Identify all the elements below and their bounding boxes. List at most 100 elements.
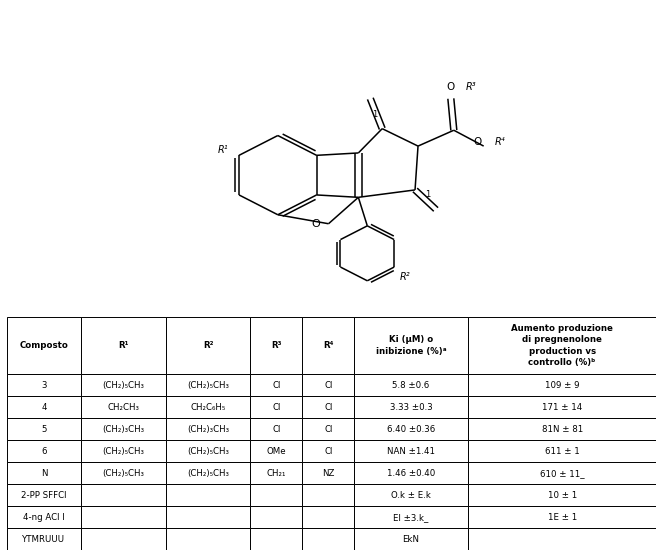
- Bar: [354, 462, 468, 484]
- Bar: [468, 462, 656, 484]
- Text: 3: 3: [41, 381, 46, 390]
- Text: 3.33 ±0.3: 3.33 ±0.3: [390, 403, 432, 411]
- Bar: [251, 396, 302, 418]
- Bar: [468, 418, 656, 440]
- Text: 1: 1: [426, 190, 431, 199]
- Bar: [302, 462, 354, 484]
- Text: (CH₂)₃CH₃: (CH₂)₃CH₃: [103, 425, 145, 434]
- Text: R²: R²: [203, 341, 213, 350]
- Text: 611 ± 1: 611 ± 1: [545, 447, 579, 456]
- Bar: [251, 374, 302, 396]
- Bar: [251, 440, 302, 462]
- Text: 1.46 ±0.40: 1.46 ±0.40: [387, 469, 435, 478]
- Bar: [251, 507, 302, 528]
- Text: YTMRUUU: YTMRUUU: [23, 535, 66, 544]
- Bar: [166, 317, 250, 374]
- Text: Cl: Cl: [324, 447, 332, 456]
- Bar: [354, 418, 468, 440]
- Text: Cl: Cl: [272, 425, 280, 434]
- Bar: [82, 462, 166, 484]
- Bar: [468, 528, 656, 550]
- Text: O: O: [473, 137, 481, 147]
- Text: Aumento produzione
di pregnenolone
production vs
controllo (%)ᵇ: Aumento produzione di pregnenolone produ…: [511, 324, 613, 366]
- Bar: [354, 396, 468, 418]
- Text: (CH₂)₅CH₃: (CH₂)₅CH₃: [103, 381, 145, 390]
- Text: NZ: NZ: [322, 469, 334, 478]
- Text: 6: 6: [41, 447, 46, 456]
- Bar: [82, 440, 166, 462]
- Bar: [468, 396, 656, 418]
- Text: 171 ± 14: 171 ± 14: [542, 403, 582, 411]
- Bar: [468, 374, 656, 396]
- Bar: [82, 528, 166, 550]
- Text: NAN ±1.41: NAN ±1.41: [387, 447, 435, 456]
- Bar: [166, 396, 250, 418]
- Text: 81N ± 81: 81N ± 81: [542, 425, 583, 434]
- Text: O.k ± E.k: O.k ± E.k: [391, 491, 431, 500]
- Bar: [166, 374, 250, 396]
- Text: 4: 4: [41, 403, 46, 411]
- Text: Ki (μM) o
inibizione (%)ᵃ: Ki (μM) o inibizione (%)ᵃ: [376, 335, 446, 356]
- Text: Composto: Composto: [19, 341, 68, 350]
- Text: R⁴: R⁴: [323, 341, 333, 350]
- Bar: [82, 374, 166, 396]
- Text: R⁴: R⁴: [495, 137, 505, 147]
- Text: 5: 5: [41, 425, 46, 434]
- Bar: [354, 317, 468, 374]
- Text: Cl: Cl: [272, 403, 280, 411]
- Text: (CH₂)₅CH₃: (CH₂)₅CH₃: [187, 447, 229, 456]
- Bar: [251, 484, 302, 507]
- Bar: [468, 507, 656, 528]
- Text: O: O: [311, 219, 320, 229]
- Bar: [302, 418, 354, 440]
- Bar: [7, 396, 82, 418]
- Text: CH₂C₆H₅: CH₂C₆H₅: [190, 403, 225, 411]
- Text: (CH₂)₃CH₃: (CH₂)₃CH₃: [187, 425, 229, 434]
- Bar: [7, 440, 82, 462]
- Bar: [468, 440, 656, 462]
- Bar: [354, 484, 468, 507]
- Text: Cl: Cl: [324, 403, 332, 411]
- Text: CH₂CH₃: CH₂CH₃: [107, 403, 140, 411]
- Text: 5.8 ±0.6: 5.8 ±0.6: [392, 381, 430, 390]
- Bar: [468, 484, 656, 507]
- Bar: [7, 374, 82, 396]
- Text: OMe: OMe: [267, 447, 286, 456]
- Text: 2-PP SFFCl: 2-PP SFFCl: [21, 491, 67, 500]
- Text: (CH₂)₅CH₃: (CH₂)₅CH₃: [187, 469, 229, 478]
- Text: 109 ± 9: 109 ± 9: [545, 381, 579, 390]
- Text: R³: R³: [271, 341, 282, 350]
- Bar: [166, 462, 250, 484]
- Bar: [166, 507, 250, 528]
- Text: 6.40 ±0.36: 6.40 ±0.36: [387, 425, 435, 434]
- Bar: [7, 484, 82, 507]
- Bar: [82, 507, 166, 528]
- Bar: [166, 418, 250, 440]
- Bar: [251, 528, 302, 550]
- Bar: [251, 418, 302, 440]
- Bar: [7, 528, 82, 550]
- Text: O: O: [447, 82, 455, 92]
- Bar: [251, 462, 302, 484]
- Bar: [82, 317, 166, 374]
- Bar: [468, 317, 656, 374]
- Bar: [166, 484, 250, 507]
- Text: CH₂₁: CH₂₁: [267, 469, 286, 478]
- Text: 610 ± 11_: 610 ± 11_: [540, 469, 585, 478]
- Text: N: N: [40, 469, 47, 478]
- Bar: [7, 317, 82, 374]
- Bar: [354, 440, 468, 462]
- Bar: [302, 507, 354, 528]
- Bar: [354, 507, 468, 528]
- Text: R²: R²: [400, 272, 411, 282]
- Text: R¹: R¹: [118, 341, 129, 350]
- Bar: [302, 317, 354, 374]
- Bar: [7, 507, 82, 528]
- Text: 10 ± 1: 10 ± 1: [548, 491, 577, 500]
- Bar: [302, 484, 354, 507]
- Text: 1: 1: [373, 110, 378, 119]
- Text: 4-ng ACl I: 4-ng ACl I: [23, 513, 65, 522]
- Text: Cl: Cl: [272, 381, 280, 390]
- Bar: [302, 528, 354, 550]
- Bar: [82, 396, 166, 418]
